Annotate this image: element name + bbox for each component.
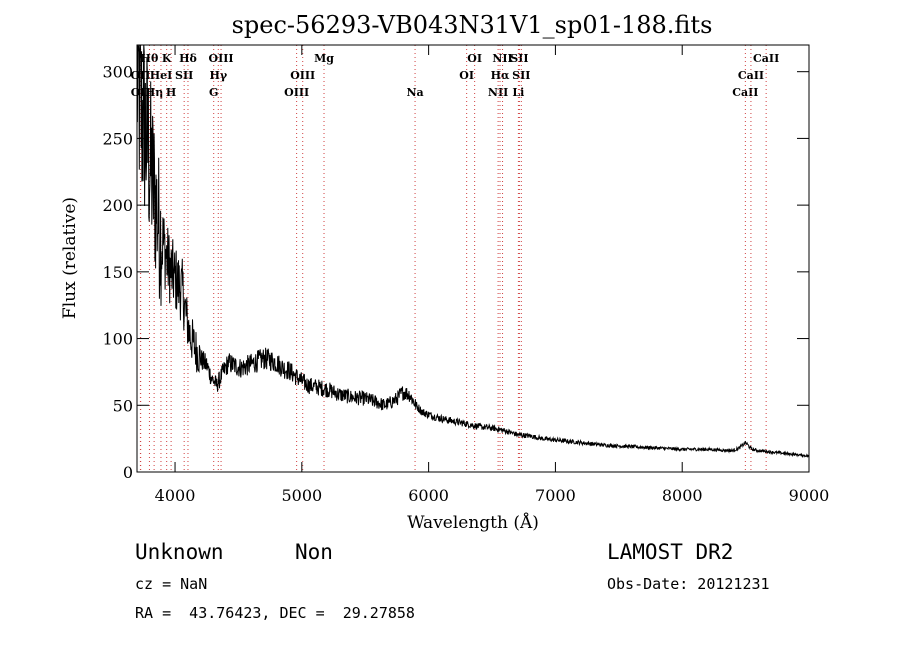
line-marker-label: OIII xyxy=(209,52,234,65)
line-marker-label: Mg xyxy=(314,52,334,65)
line-marker-label: SII xyxy=(510,52,528,65)
redshift-value: cz = NaN xyxy=(135,575,208,593)
x-tick-label: 4000 xyxy=(155,486,196,505)
x-tick-label: 6000 xyxy=(408,486,449,505)
line-marker-label: CaII xyxy=(753,52,779,65)
x-axis-label: Wavelength (Å) xyxy=(407,512,539,533)
line-marker-label: CaII xyxy=(738,69,764,82)
line-marker-label: OIII xyxy=(284,86,309,99)
line-marker-label: NII xyxy=(492,52,512,65)
object-subclass: Non xyxy=(295,540,333,564)
x-tick-label: 5000 xyxy=(281,486,322,505)
plot-frame xyxy=(136,44,810,473)
spectrum-series-line xyxy=(136,44,809,458)
line-marker-label: CaII xyxy=(732,86,758,99)
y-tick-label: 200 xyxy=(102,196,133,215)
y-tick-label: 300 xyxy=(102,63,133,82)
y-tick-label: 150 xyxy=(102,263,133,282)
line-marker-label: OI xyxy=(467,52,482,65)
line-marker-label: Na xyxy=(406,86,423,99)
y-tick-label: 250 xyxy=(102,129,133,148)
y-tick-label: 0 xyxy=(123,463,133,482)
y-axis: 0 50 100 150 200 250 300 xyxy=(102,63,809,482)
y-axis-label: Flux (relative) xyxy=(60,197,80,319)
coordinates: RA = 43.76423, DEC = 29.27858 xyxy=(135,604,415,622)
line-marker-layer: HθOIIOIIHηHeIKHSIIHδGHγOIIIOIIIOIIIMgNaO… xyxy=(130,45,779,472)
line-marker-label: Hδ xyxy=(179,52,197,65)
x-tick-label: 7000 xyxy=(535,486,576,505)
x-tick-label: 8000 xyxy=(662,486,703,505)
object-class: Unknown xyxy=(135,540,224,564)
line-marker-label: Hγ xyxy=(209,69,227,82)
line-marker-label: Li xyxy=(512,86,524,99)
line-marker-label: OIII xyxy=(290,69,315,82)
chart-title: spec-56293-VB043N31V1_sp01-188.fits xyxy=(232,11,713,39)
line-marker-label: SII xyxy=(175,69,193,82)
line-marker-label: SII xyxy=(512,69,530,82)
x-tick-label: 9000 xyxy=(789,486,830,505)
line-marker-label: HeI xyxy=(150,69,173,82)
line-marker-label: H xyxy=(166,86,176,99)
y-tick-label: 100 xyxy=(102,330,133,349)
line-marker-label: G xyxy=(209,86,218,99)
x-axis: 4000 5000 6000 7000 8000 9000 xyxy=(155,45,830,505)
survey-name: LAMOST DR2 xyxy=(607,540,734,564)
observation-date: Obs-Date: 20121231 xyxy=(607,575,770,593)
line-marker-label: NII xyxy=(488,86,508,99)
line-marker-label: Hα xyxy=(491,69,510,82)
line-marker-label: OI xyxy=(459,69,474,82)
y-tick-label: 50 xyxy=(113,396,133,415)
line-marker-label: K xyxy=(162,52,172,65)
line-marker-label: Hη xyxy=(145,86,163,99)
